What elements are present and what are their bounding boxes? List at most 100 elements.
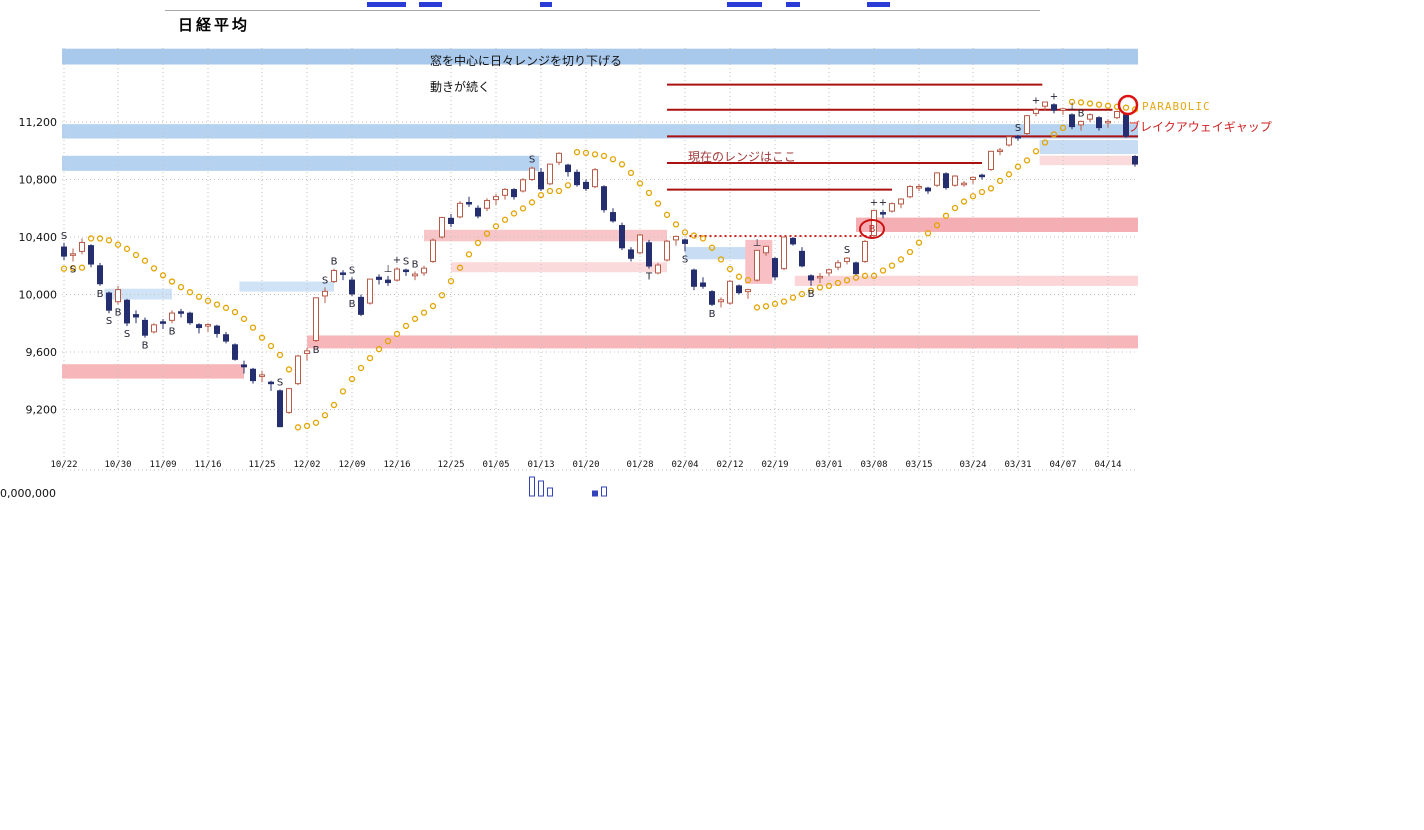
sar-dot (726, 265, 734, 273)
trade-mark: B (709, 309, 716, 320)
trade-mark: S (124, 329, 130, 340)
sar-dot (159, 272, 167, 279)
candle-down (799, 250, 805, 267)
trade-mark: S (277, 377, 283, 388)
trade-mark: S (844, 245, 850, 256)
candle-down (583, 181, 589, 190)
zone-band (856, 217, 1138, 232)
zone-band (1039, 155, 1138, 166)
sar-dot (852, 274, 860, 281)
candle-down (385, 279, 391, 284)
sar-dot (1077, 99, 1085, 106)
x-tick-label: 04/14 (1094, 460, 1121, 470)
candle-down (628, 249, 634, 259)
sar-dot (897, 256, 905, 263)
sar-dot (870, 272, 878, 279)
sar-dot (60, 265, 68, 272)
candle-down (1096, 117, 1102, 129)
sar-dot (933, 222, 941, 229)
candle-down (241, 364, 247, 368)
trade-mark: + (1050, 91, 1058, 102)
candle-down (700, 282, 706, 287)
sar-dot (366, 354, 374, 362)
trade-mark: B (313, 345, 320, 356)
sar-dot (510, 210, 518, 217)
trade-mark: + (393, 255, 401, 266)
candle-down (1051, 104, 1057, 111)
candle-up (997, 149, 1003, 153)
sar-dot (969, 193, 977, 200)
sar-dot (150, 265, 158, 272)
candle-down (250, 368, 256, 382)
candle-down (1069, 114, 1075, 128)
sar-dot (717, 256, 725, 263)
sar-dot (240, 315, 248, 323)
sar-dot (348, 375, 356, 383)
trade-mark: S (322, 275, 328, 286)
sar-dot (1041, 139, 1049, 146)
trade-mark: S (70, 264, 76, 275)
candles (61, 101, 1138, 428)
candle-down (709, 291, 715, 305)
link-fragment[interactable] (540, 2, 552, 7)
sar-dot (276, 351, 284, 359)
sar-dot (1023, 157, 1031, 164)
candle-up (745, 289, 751, 293)
y-tick-label: 11,200 (19, 116, 58, 129)
sar-dot (573, 149, 581, 156)
candle-up (961, 182, 967, 186)
candle-down (88, 245, 94, 265)
x-tick-label: 01/28 (626, 460, 653, 470)
sar-dot (1005, 171, 1013, 178)
x-tick-label: 12/09 (338, 460, 365, 470)
candle-up (529, 167, 535, 181)
sar-dot (537, 192, 545, 199)
sar-dot (780, 298, 788, 305)
candle-down (268, 381, 274, 385)
link-fragment[interactable] (367, 2, 406, 7)
link-fragment[interactable] (867, 2, 890, 7)
candle-up (844, 257, 850, 262)
sar-dot (384, 337, 392, 345)
candle-up (493, 196, 499, 201)
candle-up (115, 289, 121, 303)
sar-dot (249, 324, 257, 331)
candle-up (169, 312, 175, 321)
sar-dot (681, 229, 689, 236)
link-fragment[interactable] (419, 2, 442, 7)
sar-dot (591, 151, 599, 158)
sar-dot (735, 273, 743, 280)
link-fragment[interactable] (727, 2, 762, 7)
sar-dot (303, 422, 311, 430)
y-tick-label: 9,200 (26, 404, 58, 417)
trade-mark: B (142, 341, 149, 352)
candle-up (1078, 120, 1084, 126)
link-fragment[interactable] (786, 2, 800, 7)
volume-bar (538, 480, 544, 497)
sar-dot (960, 198, 968, 205)
sar-dot (1032, 148, 1040, 155)
sar-dot (1086, 100, 1094, 107)
candle-up (826, 269, 832, 274)
trade-mark: ⊥ (384, 264, 393, 275)
candle-down (511, 189, 517, 198)
x-tick-label: 03/15 (905, 460, 932, 470)
x-tick-label: 02/12 (716, 460, 743, 470)
sar-dot (609, 156, 617, 163)
candle-up (1105, 120, 1111, 124)
sar-dot (195, 293, 203, 300)
sar-dot (951, 204, 959, 212)
volume-bar (601, 486, 607, 497)
candle-down (187, 312, 193, 324)
candle-up (439, 216, 445, 238)
y-tick-label: 10,800 (19, 174, 58, 187)
sar-dot (861, 272, 869, 279)
candle-up (547, 163, 553, 185)
trade-mark: B (869, 224, 876, 235)
sar-dot (798, 290, 806, 298)
candle-down (808, 275, 814, 281)
volume-bar (547, 487, 553, 497)
candle-down (790, 237, 796, 245)
sar-dot (231, 308, 239, 316)
